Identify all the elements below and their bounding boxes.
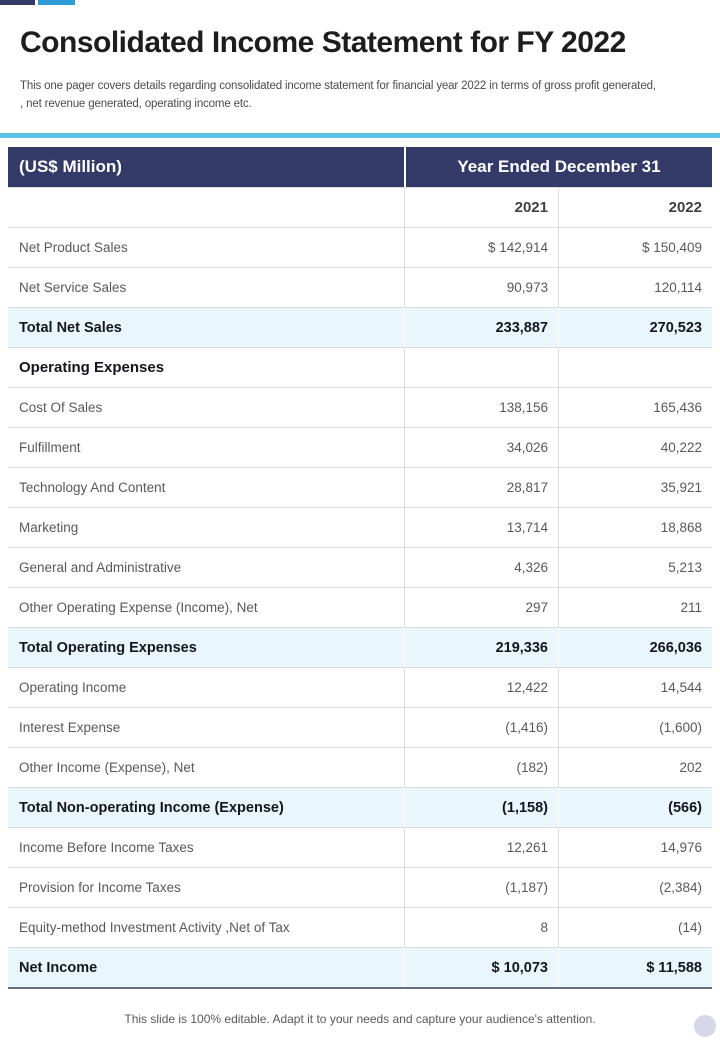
value-2021: 12,261 xyxy=(404,828,558,867)
value-2021: 4,326 xyxy=(404,548,558,587)
value-2022: 211 xyxy=(558,588,712,627)
row-label: Income Before Income Taxes xyxy=(19,840,194,855)
value-2022: (566) xyxy=(558,788,712,827)
row-label: Provision for Income Taxes xyxy=(19,880,181,895)
row-label: Technology And Content xyxy=(19,480,166,495)
page-title: Consolidated Income Statement for FY 202… xyxy=(20,26,626,59)
row-label: Total Operating Expenses xyxy=(19,639,197,656)
value-2022: $ 11,588 xyxy=(558,948,712,987)
row-label: Equity-method Investment Activity ,Net o… xyxy=(19,920,290,935)
value-2021: (1,158) xyxy=(404,788,558,827)
value-2021: 13,714 xyxy=(404,508,558,547)
table-row: Technology And Content 28,817 35,921 xyxy=(8,467,712,507)
table-row: Other Income (Expense), Net (182) 202 xyxy=(8,747,712,787)
value-2021: 12,422 xyxy=(404,668,558,707)
value-2021: (182) xyxy=(404,748,558,787)
row-label: Cost Of Sales xyxy=(19,400,103,415)
value-2022: (14) xyxy=(558,908,712,947)
row-label: Other Income (Expense), Net xyxy=(19,760,195,775)
value-2022: 202 xyxy=(558,748,712,787)
table-row: Total Net Sales 233,887 270,523 xyxy=(8,307,712,347)
table-row: Provision for Income Taxes (1,187) (2,384) xyxy=(8,867,712,907)
row-label: Total Net Sales xyxy=(19,319,122,336)
table-row: Net Service Sales 90,973 120,114 xyxy=(8,267,712,307)
accent-bar-blue xyxy=(38,0,75,5)
value-2022: (1,600) xyxy=(558,708,712,747)
value-2022: 5,213 xyxy=(558,548,712,587)
table-row: Net Income $ 10,073 $ 11,588 xyxy=(8,947,712,987)
value-2022: 266,036 xyxy=(558,628,712,667)
value-2021: 233,887 xyxy=(404,308,558,347)
table-row: Other Operating Expense (Income), Net 297… xyxy=(8,587,712,627)
value-2022: 14,976 xyxy=(558,828,712,867)
value-2022: (2,384) xyxy=(558,868,712,907)
income-statement-table: (US$ Million) Year Ended December 31 202… xyxy=(8,147,712,989)
value-2021: 138,156 xyxy=(404,388,558,427)
page-subtitle: This one pager covers details regarding … xyxy=(20,80,656,110)
row-label: Interest Expense xyxy=(19,720,121,735)
footer-note: This slide is 100% editable. Adapt it to… xyxy=(124,1012,596,1026)
value-2021: $ 142,914 xyxy=(404,228,558,267)
decorative-circle xyxy=(694,1015,716,1037)
value-2021: 8 xyxy=(404,908,558,947)
year-row-spacer xyxy=(8,188,404,227)
value-2021: $ 10,073 xyxy=(404,948,558,987)
value-2022: $ 150,409 xyxy=(558,228,712,267)
row-label: General and Administrative xyxy=(19,560,182,575)
table-row: General and Administrative 4,326 5,213 xyxy=(8,547,712,587)
table-row: Fulfillment 34,026 40,222 xyxy=(8,427,712,467)
table-body: Net Product Sales $ 142,914 $ 150,409 Net S… xyxy=(8,227,712,987)
table-row: Cost Of Sales 138,156 165,436 xyxy=(8,387,712,427)
row-label: Marketing xyxy=(19,520,79,535)
value-2022: 40,222 xyxy=(558,428,712,467)
table-header-row: (US$ Million) Year Ended December 31 xyxy=(8,147,712,187)
table-row: Operating Expenses xyxy=(8,347,712,387)
row-label: Fulfillment xyxy=(19,440,81,455)
column-header-2021: 2021 xyxy=(404,188,558,227)
value-2022: 35,921 xyxy=(558,468,712,507)
table-row: Net Product Sales $ 142,914 $ 150,409 xyxy=(8,227,712,267)
accent-divider xyxy=(0,133,720,138)
value-2021: 219,336 xyxy=(404,628,558,667)
table-row: Equity-method Investment Activity ,Net o… xyxy=(8,907,712,947)
table-row: Total Non-operating Income (Expense) (1,1… xyxy=(8,787,712,827)
value-2022: 120,114 xyxy=(558,268,712,307)
row-label: Net Product Sales xyxy=(19,240,128,255)
value-2022: 270,523 xyxy=(558,308,712,347)
value-2021: 90,973 xyxy=(404,268,558,307)
table-header-unit: (US$ Million) xyxy=(19,157,122,176)
value-2022 xyxy=(558,348,712,387)
table-row: Income Before Income Taxes 12,261 14,976 xyxy=(8,827,712,867)
value-2022: 14,544 xyxy=(558,668,712,707)
value-2021: 297 xyxy=(404,588,558,627)
row-label: Operating Income xyxy=(19,680,127,695)
value-2021: 34,026 xyxy=(404,428,558,467)
table-row: Marketing 13,714 18,868 xyxy=(8,507,712,547)
row-label: Net Income xyxy=(19,959,98,976)
value-2021: (1,416) xyxy=(404,708,558,747)
value-2021: (1,187) xyxy=(404,868,558,907)
table-header-period: Year Ended December 31 xyxy=(404,147,712,187)
value-2022: 18,868 xyxy=(558,508,712,547)
accent-bar-navy xyxy=(0,0,35,5)
table-year-row: 2021 2022 xyxy=(8,187,712,227)
table-row: Operating Income 12,422 14,544 xyxy=(8,667,712,707)
value-2021: 28,817 xyxy=(404,468,558,507)
value-2021 xyxy=(404,348,558,387)
table-row: Total Operating Expenses 219,336 266,036 xyxy=(8,627,712,667)
column-header-2022: 2022 xyxy=(558,188,712,227)
row-label: Operating Expenses xyxy=(19,359,165,376)
row-label: Other Operating Expense (Income), Net xyxy=(19,600,258,615)
row-label: Net Service Sales xyxy=(19,280,127,295)
row-label: Total Non-operating Income (Expense) xyxy=(19,799,284,816)
table-row: Interest Expense (1,416) (1,600) xyxy=(8,707,712,747)
value-2022: 165,436 xyxy=(558,388,712,427)
